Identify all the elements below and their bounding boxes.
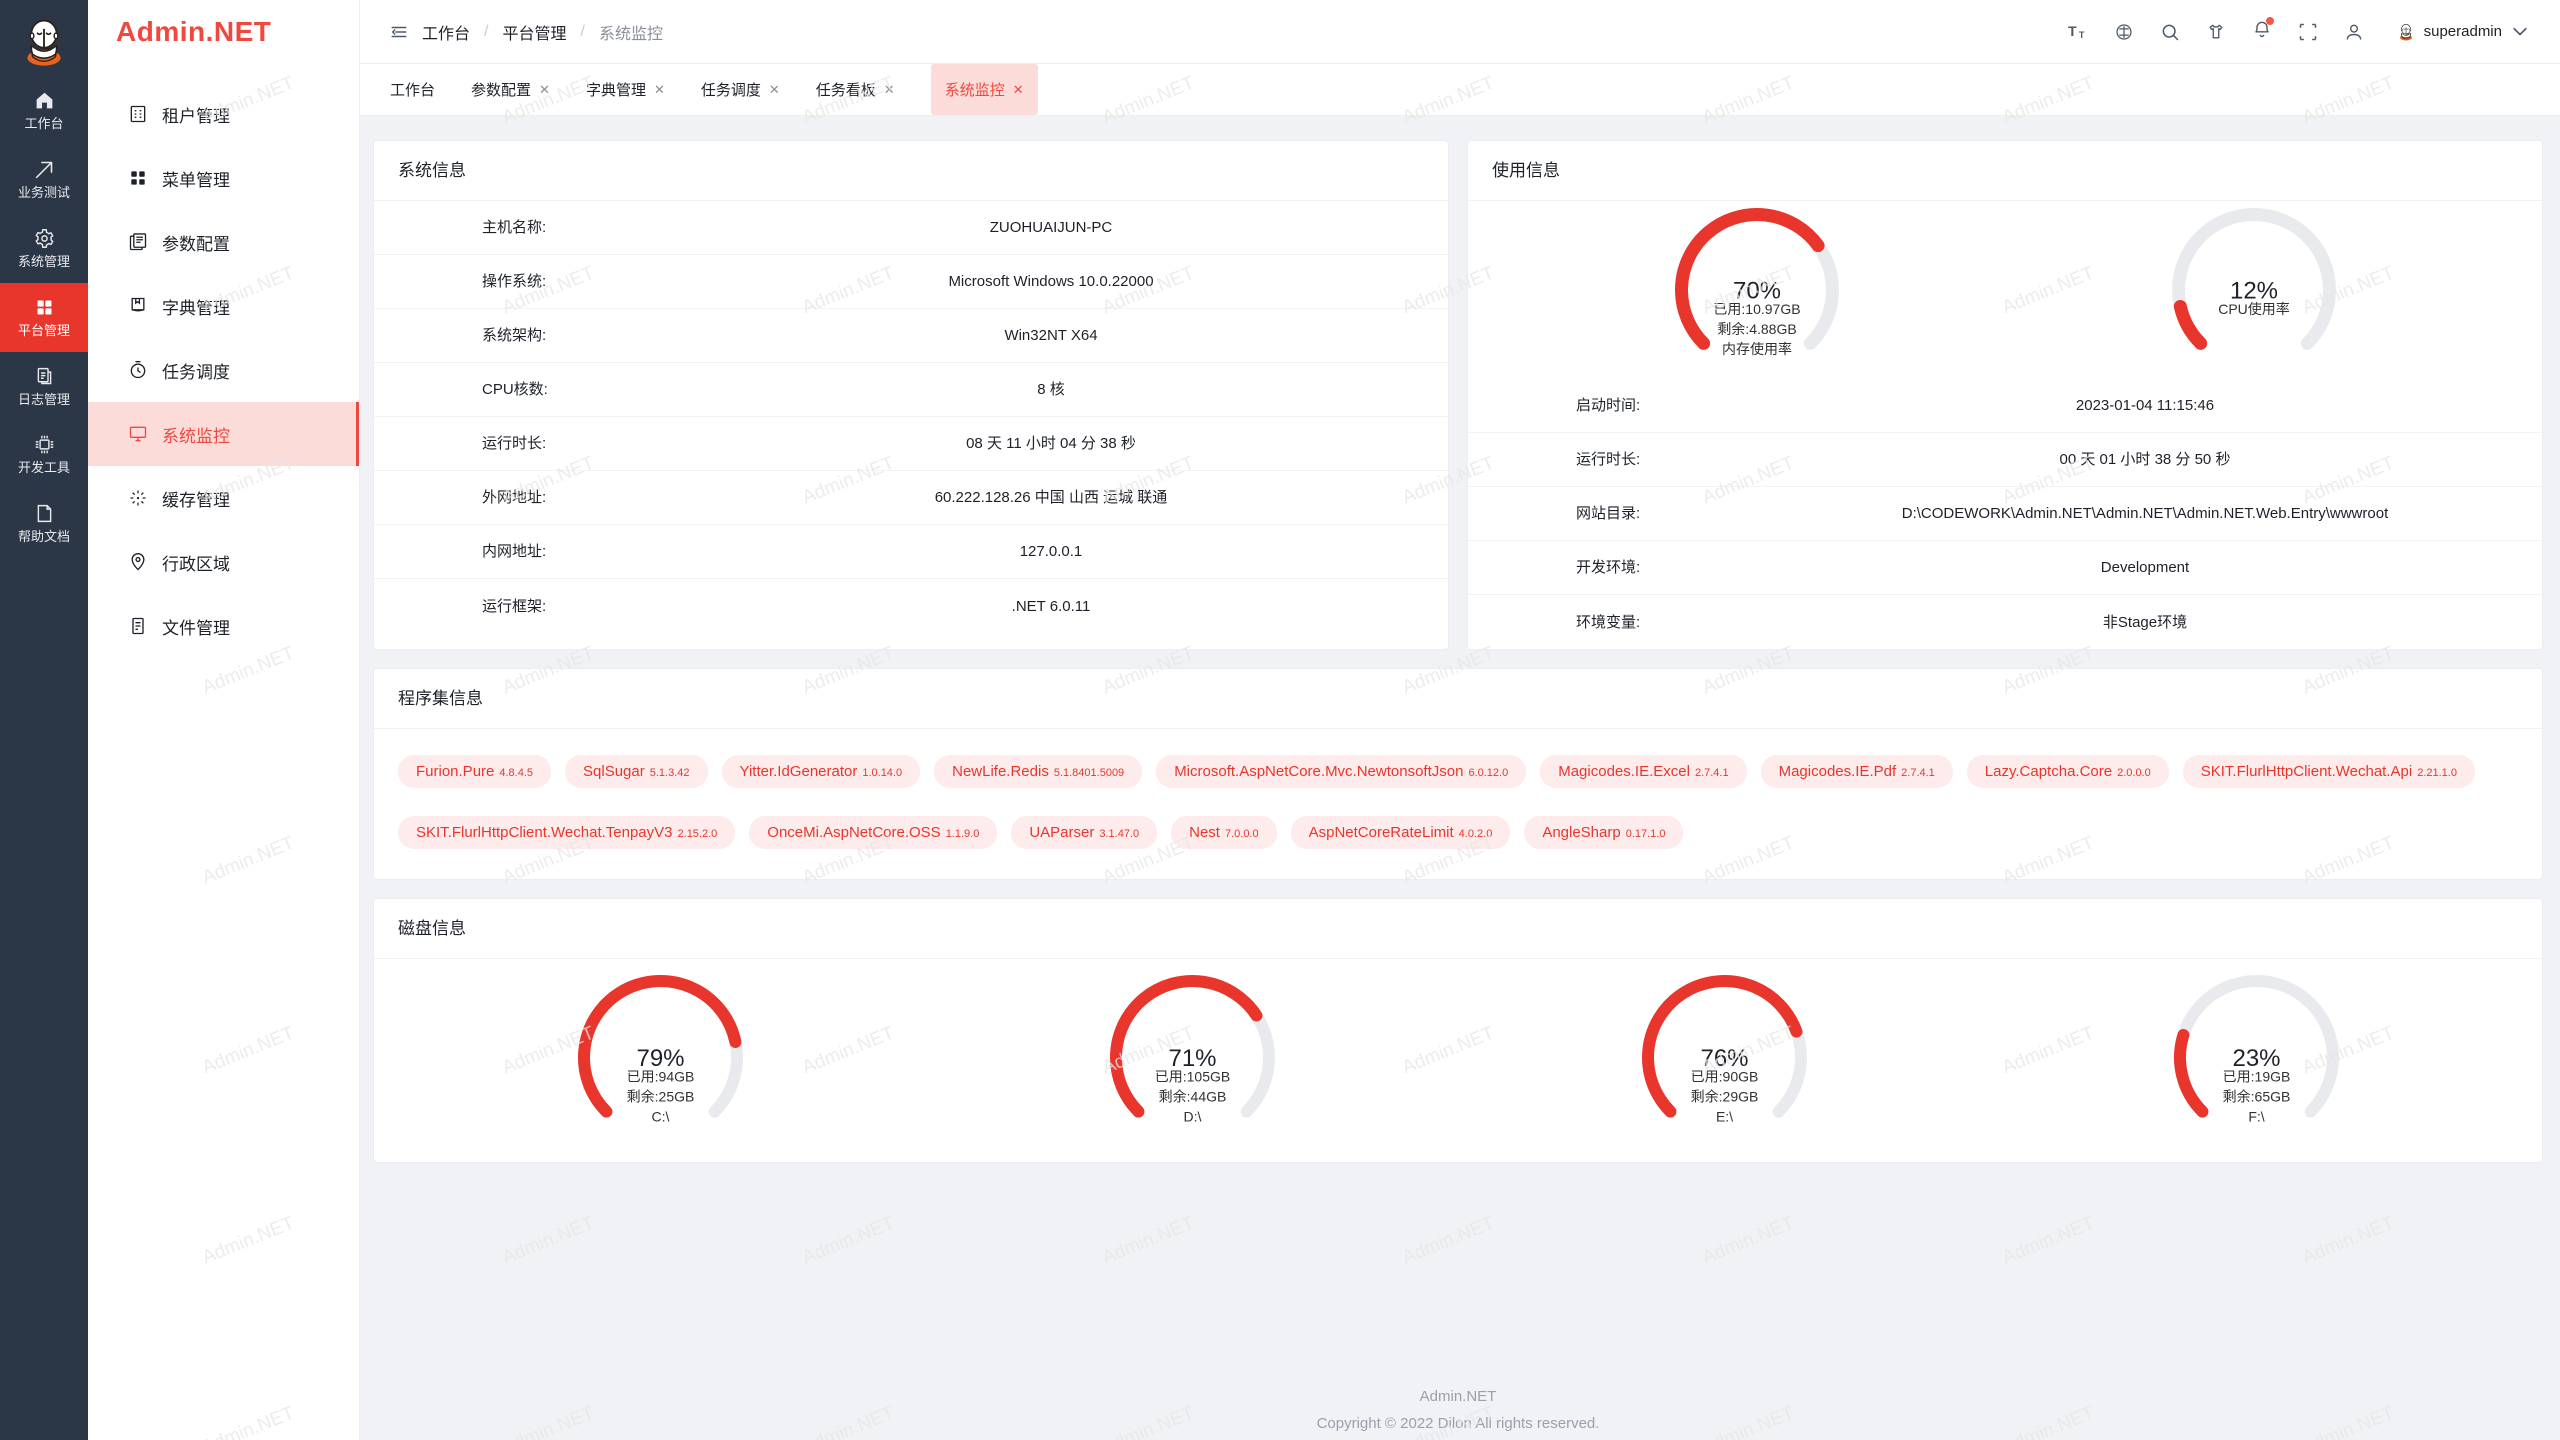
svg-text:F:\: F:\ [2248, 1109, 2264, 1125]
svg-text:剩余:44GB: 剩余:44GB [1158, 1089, 1226, 1105]
svg-text:CPU使用率: CPU使用率 [2218, 301, 2290, 317]
svg-text:剩余:25GB: 剩余:25GB [626, 1089, 694, 1105]
svg-text:T: T [2078, 29, 2084, 39]
svg-text:已用:19GB: 已用:19GB [2222, 1069, 2290, 1085]
svg-text:剩余:29GB: 剩余:29GB [1690, 1089, 1758, 1105]
svg-text:已用:90GB: 已用:90GB [1690, 1069, 1758, 1085]
svg-text:剩余:4.88GB: 剩余:4.88GB [1717, 321, 1796, 337]
svg-text:D:\: D:\ [1183, 1109, 1201, 1125]
svg-text:已用:94GB: 已用:94GB [626, 1069, 694, 1085]
svg-text:C:\: C:\ [651, 1109, 669, 1125]
svg-text:E:\: E:\ [1715, 1109, 1732, 1125]
svg-text:已用:10.97GB: 已用:10.97GB [1713, 301, 1800, 317]
svg-text:已用:105GB: 已用:105GB [1154, 1069, 1229, 1085]
svg-text:剩余:65GB: 剩余:65GB [2222, 1089, 2290, 1105]
svg-text:内存使用率: 内存使用率 [1722, 341, 1792, 357]
svg-text:T: T [2068, 24, 2077, 40]
